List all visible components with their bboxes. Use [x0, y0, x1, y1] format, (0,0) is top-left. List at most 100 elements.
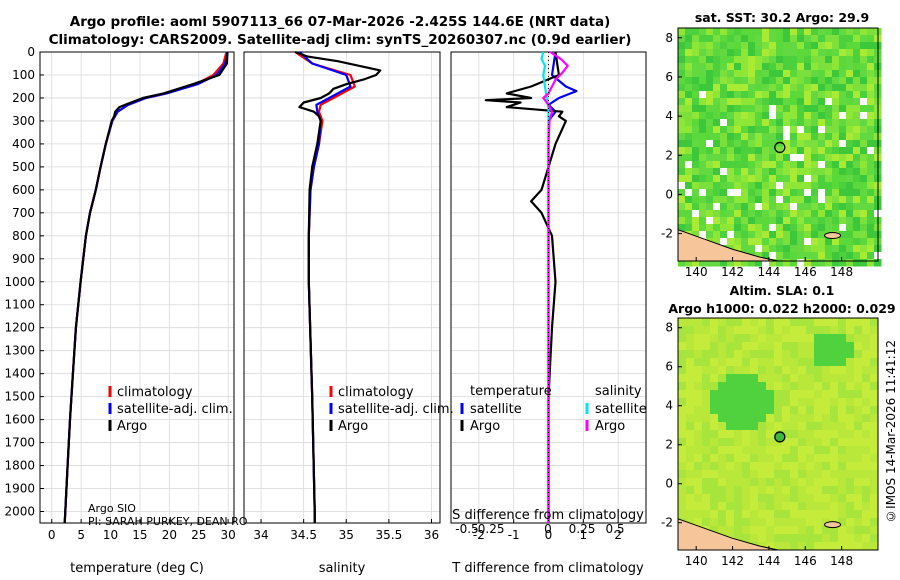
sst-map-cell — [846, 182, 854, 190]
sst-map-cell — [811, 119, 819, 127]
sst-map-cell — [755, 126, 763, 134]
sla-map-cell — [814, 478, 823, 487]
sst-map-cell — [706, 63, 714, 71]
sst-map-cell — [839, 231, 847, 239]
sla-map-cell — [742, 398, 751, 407]
sla-map-cell — [694, 326, 703, 335]
sst-map-cell — [811, 35, 819, 43]
sst-map-cell — [762, 63, 770, 71]
sst-lon-tick-label: 142 — [721, 265, 744, 279]
sla-map-cell — [718, 438, 727, 447]
sla-map-cell — [678, 502, 687, 511]
sla-map-cell — [734, 430, 743, 439]
sla-map-cell — [830, 438, 839, 447]
sla-map-cell — [694, 478, 703, 487]
sst-map-cell — [797, 147, 805, 155]
sla-map-cell — [854, 534, 863, 543]
sst-map-cell — [797, 119, 805, 127]
sst-map-cell — [727, 91, 735, 99]
sla-map-cell — [766, 446, 775, 455]
sla-map-cell — [718, 342, 727, 351]
sst-map-cell — [797, 49, 805, 57]
sla-map-cell — [758, 390, 767, 399]
sla-map-cell — [734, 334, 743, 343]
sst-map-cell — [734, 182, 742, 190]
sst-map-cell — [846, 203, 854, 211]
sst-map-cell — [741, 154, 749, 162]
sst-map-cell — [692, 49, 700, 57]
sla-map-cell — [766, 422, 775, 431]
sst-map-cell — [706, 196, 714, 204]
sst-map-cell — [692, 98, 700, 106]
sst-map-cell — [790, 210, 798, 218]
sla-map-cell — [774, 358, 783, 367]
sla-map-cell — [806, 470, 815, 479]
sst-map-cell — [762, 259, 770, 267]
sst-map-cell — [804, 147, 812, 155]
sst-map-cell — [692, 210, 700, 218]
sla-map-cell — [830, 454, 839, 463]
sst-map-cell — [734, 42, 742, 50]
sla-map-cell — [742, 494, 751, 503]
sst-map-cell — [692, 35, 700, 43]
sst-map-cell — [790, 126, 798, 134]
sla-map-cell — [854, 462, 863, 471]
sla-map-cell — [822, 510, 831, 519]
sla-map-cell — [814, 438, 823, 447]
sst-map-cell — [734, 126, 742, 134]
sla-map-cell — [822, 366, 831, 375]
sst-map-cell — [699, 119, 707, 127]
sla-map-cell — [782, 526, 791, 535]
sla-map-cell — [750, 422, 759, 431]
sst-map-cell — [699, 168, 707, 176]
diff-series-satellite-s — [540, 51, 550, 523]
diff-top-tick-label: 0.25 — [569, 522, 596, 536]
sst-map-cell — [818, 35, 826, 43]
sst-map-cell — [692, 196, 700, 204]
sla-map-cell — [718, 526, 727, 535]
sla-map-cell — [862, 382, 871, 391]
sst-map-cell — [734, 77, 742, 85]
sla-map-cell — [718, 430, 727, 439]
sla-map-cell — [726, 414, 735, 423]
sla-map-cell — [718, 462, 727, 471]
sla-map-island — [824, 521, 842, 529]
sla-map-cell — [702, 318, 711, 327]
sst-map-cell — [678, 140, 686, 148]
sla-map-cell — [854, 510, 863, 519]
sst-map-cell — [860, 245, 868, 253]
sst-map-cell — [769, 140, 777, 148]
sst-map-cell — [853, 161, 861, 169]
sal-series-climatology — [294, 51, 356, 523]
sla-map-cell — [766, 326, 775, 335]
sst-map-cell — [853, 224, 861, 232]
sla-map-cell — [702, 366, 711, 375]
sla-map-cell — [750, 494, 759, 503]
sla-map-cell — [750, 438, 759, 447]
sst-map-cell — [860, 63, 868, 71]
sal-legend-label: climatology — [338, 385, 414, 400]
sst-map-cell — [867, 98, 875, 106]
sst-map-cell — [783, 217, 791, 225]
sst-map-cell — [706, 49, 714, 57]
sla-map-cell — [870, 494, 879, 503]
sst-map-cell — [867, 70, 875, 78]
sla-map-cell — [782, 326, 791, 335]
sst-map-cell — [804, 42, 812, 50]
depth-tick-label: 1400 — [4, 367, 35, 381]
sla-map-cell — [758, 486, 767, 495]
sla-map-cell — [846, 430, 855, 439]
sst-map-cell — [804, 203, 812, 211]
sla-map-cell — [822, 406, 831, 415]
sst-map-cell — [860, 231, 868, 239]
sst-map-cell — [811, 70, 819, 78]
sst-map-cell — [825, 42, 833, 50]
sst-map-cell — [776, 217, 784, 225]
diff-top-axis-label: S difference from climatology — [452, 508, 644, 523]
sst-map-cell — [853, 231, 861, 239]
sla-map-cell — [782, 350, 791, 359]
sla-map-cell — [870, 414, 879, 423]
sst-map-cell — [811, 175, 819, 183]
sst-map-cell — [720, 133, 728, 141]
pi-annotation: PI: SARAH PURKEY, DEAN RO — [88, 515, 248, 528]
